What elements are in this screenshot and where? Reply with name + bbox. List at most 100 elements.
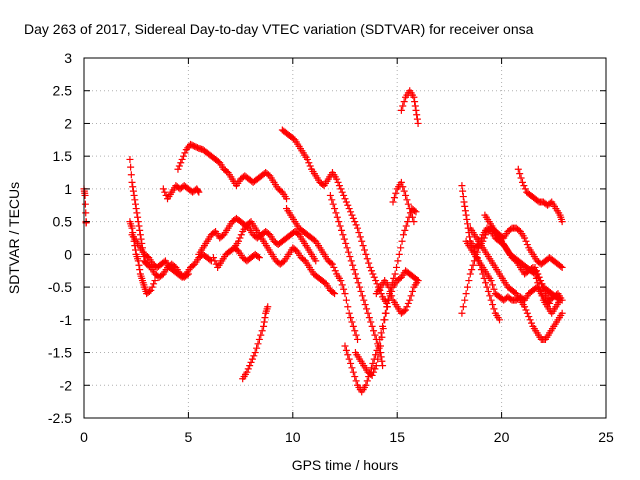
data-point bbox=[326, 191, 334, 199]
data-point bbox=[349, 322, 357, 330]
data-point bbox=[235, 237, 243, 245]
data-point bbox=[414, 277, 422, 285]
data-point bbox=[351, 373, 359, 381]
data-point bbox=[372, 277, 380, 285]
data-point bbox=[338, 226, 346, 234]
data-point bbox=[368, 371, 376, 379]
data-point bbox=[397, 106, 405, 114]
data-point bbox=[132, 205, 140, 213]
data-point bbox=[407, 209, 415, 217]
data-point bbox=[394, 257, 402, 265]
data-point bbox=[414, 119, 422, 127]
data-point bbox=[347, 314, 355, 322]
data-point bbox=[461, 202, 469, 210]
data-point bbox=[246, 362, 254, 370]
data-point bbox=[468, 266, 476, 274]
data-point bbox=[254, 253, 262, 261]
data-point bbox=[397, 178, 405, 186]
data-point bbox=[161, 188, 169, 196]
data-point bbox=[338, 281, 346, 289]
data-point bbox=[375, 349, 383, 357]
data-point bbox=[127, 171, 135, 179]
data-point bbox=[354, 335, 362, 343]
series-s11 bbox=[278, 126, 391, 307]
data-point bbox=[352, 221, 360, 229]
series-s25 bbox=[481, 211, 564, 317]
data-point bbox=[522, 237, 530, 245]
series-s18 bbox=[397, 87, 422, 127]
data-point bbox=[81, 200, 89, 208]
data-point bbox=[336, 222, 344, 230]
data-point bbox=[382, 309, 390, 317]
data-point bbox=[148, 283, 156, 291]
data-point bbox=[134, 218, 142, 226]
data-point bbox=[531, 263, 539, 271]
data-point bbox=[255, 254, 263, 262]
data-point bbox=[517, 174, 525, 182]
data-point bbox=[487, 296, 495, 304]
data-point bbox=[404, 299, 412, 307]
data-point bbox=[374, 355, 382, 363]
data-point bbox=[331, 205, 339, 213]
data-point bbox=[362, 250, 370, 258]
data-point bbox=[371, 331, 379, 339]
data-point bbox=[147, 286, 155, 294]
data-point bbox=[264, 303, 272, 311]
data-point bbox=[482, 279, 490, 287]
data-point bbox=[344, 303, 352, 311]
x-tick-label: 0 bbox=[80, 429, 88, 445]
data-point bbox=[521, 303, 529, 311]
data-point bbox=[243, 368, 251, 376]
data-point bbox=[365, 314, 373, 322]
data-point bbox=[131, 196, 139, 204]
data-point bbox=[399, 102, 407, 110]
y-tick-label: 3 bbox=[64, 50, 72, 66]
data-point bbox=[341, 290, 349, 298]
data-point bbox=[378, 333, 386, 341]
data-layer bbox=[80, 87, 566, 396]
data-point bbox=[475, 257, 483, 265]
data-point bbox=[327, 259, 335, 267]
data-point bbox=[126, 155, 134, 163]
data-point bbox=[363, 255, 371, 263]
data-point bbox=[347, 359, 355, 367]
data-point bbox=[342, 239, 350, 247]
data-point bbox=[333, 175, 341, 183]
data-point bbox=[520, 182, 528, 190]
x-tick-label: 20 bbox=[494, 429, 510, 445]
data-point bbox=[333, 213, 341, 221]
data-point bbox=[490, 305, 498, 313]
data-point bbox=[403, 196, 411, 204]
data-point bbox=[412, 208, 420, 216]
data-point bbox=[363, 377, 371, 385]
data-point bbox=[247, 358, 255, 366]
data-point bbox=[537, 287, 545, 295]
x-axis-label: GPS time / hours bbox=[292, 457, 399, 473]
data-point bbox=[133, 209, 141, 217]
data-point bbox=[251, 349, 259, 357]
data-point bbox=[465, 277, 473, 285]
data-point bbox=[135, 222, 143, 230]
y-tick-label: 1.5 bbox=[53, 148, 73, 164]
data-point bbox=[331, 267, 339, 275]
data-point bbox=[480, 234, 488, 242]
data-point bbox=[128, 178, 136, 186]
data-point bbox=[385, 283, 393, 291]
data-point bbox=[496, 316, 504, 324]
data-point bbox=[349, 261, 357, 269]
series-s24 bbox=[514, 165, 566, 226]
y-tick-label: 2.5 bbox=[53, 83, 73, 99]
data-point bbox=[357, 287, 365, 295]
data-point bbox=[388, 292, 396, 300]
data-point bbox=[522, 306, 530, 314]
data-point bbox=[463, 283, 471, 291]
data-point bbox=[523, 241, 531, 249]
y-tick-label: -0.5 bbox=[48, 279, 72, 295]
data-point bbox=[360, 296, 368, 304]
data-point bbox=[134, 257, 142, 265]
data-point bbox=[400, 307, 408, 315]
data-point bbox=[558, 218, 566, 226]
data-point bbox=[351, 270, 359, 278]
data-point bbox=[460, 198, 468, 206]
data-point bbox=[469, 261, 477, 269]
